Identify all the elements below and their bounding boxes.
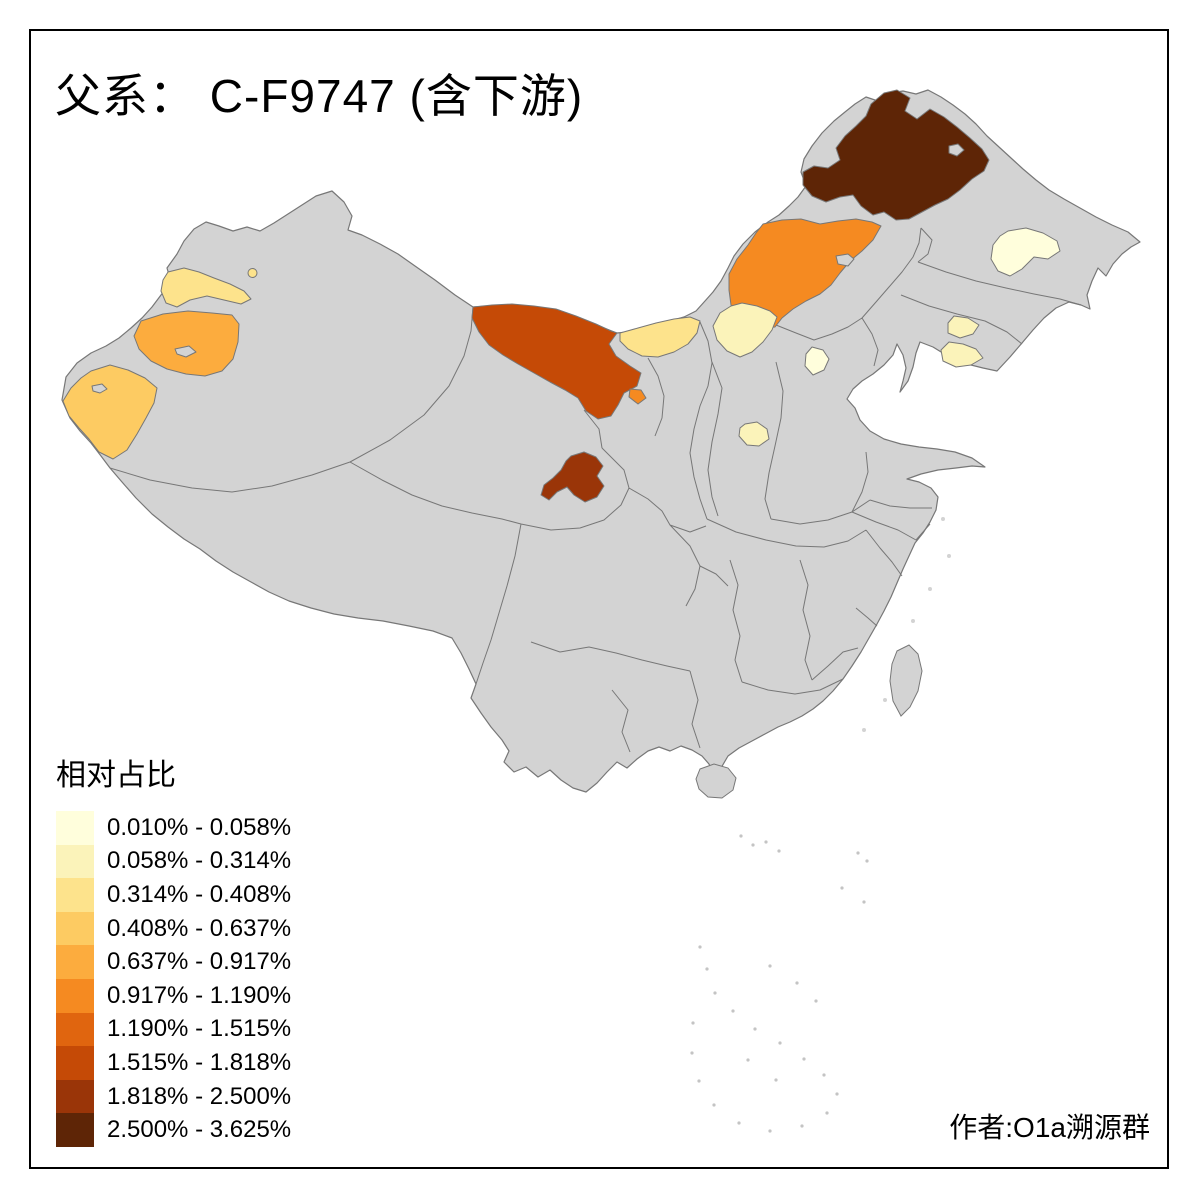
region-ili-enclave [247,268,258,278]
legend-row: 0.637% - 0.917% [56,945,291,979]
province-borders [109,227,1082,753]
coastal-islets [862,517,951,732]
region-lanzhou [540,451,605,503]
attribution-text: 作者:O1a溯源群 [949,1112,1150,1143]
legend-label: 1.818% - 2.500% [107,1082,292,1110]
legend-label: 0.637% - 0.917% [107,948,292,976]
legend-swatch [56,811,94,845]
region-jiuquan [471,303,642,420]
legend-swatch [56,1012,94,1047]
legend-row: 0.010% - 0.058% [56,811,291,845]
region-aksu [133,310,240,377]
legend-swatch [56,1113,94,1147]
choropleth-regions [62,89,1061,503]
region-xilingol-lake-hole [835,253,855,267]
legend-label: 0.917% - 1.190% [107,981,292,1009]
plot-frame [29,29,1169,1169]
legend-swatch [56,1046,94,1080]
island-taiwan [889,644,923,717]
legend-swatch [56,978,94,1013]
region-hulunbuir [802,89,990,221]
legend-label: 0.408% - 0.637% [107,914,292,942]
legend-row: 0.314% - 0.408% [56,878,291,912]
legend-title: 相对占比 [56,759,176,792]
legend-swatch [56,878,94,912]
legend-row: 1.190% - 1.515% [56,1012,292,1047]
region-aksu-lake-hole [174,345,197,358]
legend-row: 0.917% - 1.190% [56,978,292,1013]
legend-swatch [56,911,94,946]
south-china-sea-islets [690,834,869,1133]
legend-label: 0.314% - 0.408% [107,880,292,908]
legend-row: 1.515% - 1.818% [56,1046,291,1080]
legend-label: 2.500% - 3.625% [107,1116,292,1144]
legend-row: 0.058% - 0.314% [56,844,292,879]
legend: 相对占比 0.010% - 0.058% 0.058% - 0.314% 0.3… [56,750,291,1147]
region-ili [160,267,252,308]
region-hulunbuir-enclave-hole [948,143,965,157]
legend-label: 1.515% - 1.818% [107,1048,292,1076]
legend-label: 1.190% - 1.515% [107,1015,292,1043]
page-title: 父系： C-F9747 (含下游) [55,70,584,122]
region-ulanqab [712,302,778,358]
region-gansu-small [628,388,647,405]
legend-label: 0.010% - 0.058% [107,813,292,841]
legend-row: 1.818% - 2.500% [56,1079,292,1114]
legend-items: 0.010% - 0.058% 0.058% - 0.314% 0.314% -… [56,811,291,1147]
legend-row: 0.408% - 0.637% [56,911,292,946]
legend-swatch [56,1079,94,1114]
islands [690,517,951,1133]
region-kashgar-lake-hole [91,383,108,394]
legend-swatch [56,945,94,979]
island-hainan [695,763,737,799]
region-beijing [804,346,830,376]
region-taiyuan [738,421,770,447]
region-alxa [619,316,701,358]
region-heilongjiang-patch [990,227,1061,277]
legend-swatch [56,844,94,879]
region-xilingol [728,218,882,329]
region-kashgar [62,364,158,460]
legend-row: 2.500% - 3.625% [56,1113,291,1147]
region-liaoning-south [940,341,984,368]
legend-label: 0.058% - 0.314% [107,847,292,875]
region-liaoning-north [947,315,980,339]
